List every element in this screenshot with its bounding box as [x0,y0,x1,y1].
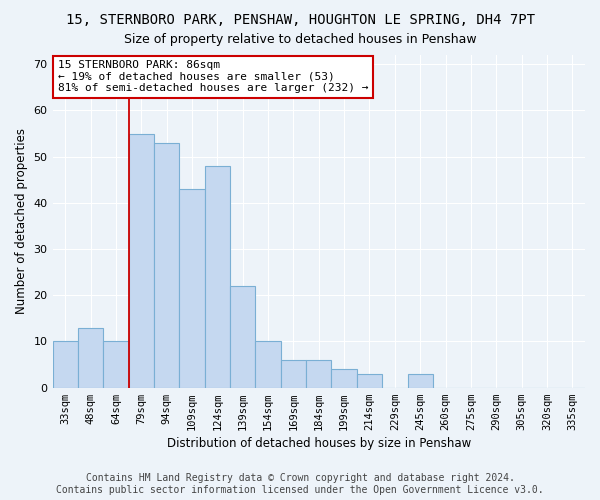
Bar [179,189,205,388]
Bar [256,342,281,388]
Bar [357,374,382,388]
Text: 15 STERNBORO PARK: 86sqm
← 19% of detached houses are smaller (53)
81% of semi-d: 15 STERNBORO PARK: 86sqm ← 19% of detach… [58,60,368,93]
Y-axis label: Number of detached properties: Number of detached properties [15,128,28,314]
Bar [103,342,128,388]
Bar [154,143,179,388]
Bar [78,328,103,388]
Bar [230,286,256,388]
Bar [281,360,306,388]
Bar [306,360,331,388]
Bar [128,134,154,388]
X-axis label: Distribution of detached houses by size in Penshaw: Distribution of detached houses by size … [167,437,471,450]
Text: Contains HM Land Registry data © Crown copyright and database right 2024.
Contai: Contains HM Land Registry data © Crown c… [56,474,544,495]
Bar [331,369,357,388]
Bar [53,342,78,388]
Bar [407,374,433,388]
Bar [205,166,230,388]
Text: Size of property relative to detached houses in Penshaw: Size of property relative to detached ho… [124,32,476,46]
Text: 15, STERNBORO PARK, PENSHAW, HOUGHTON LE SPRING, DH4 7PT: 15, STERNBORO PARK, PENSHAW, HOUGHTON LE… [65,12,535,26]
